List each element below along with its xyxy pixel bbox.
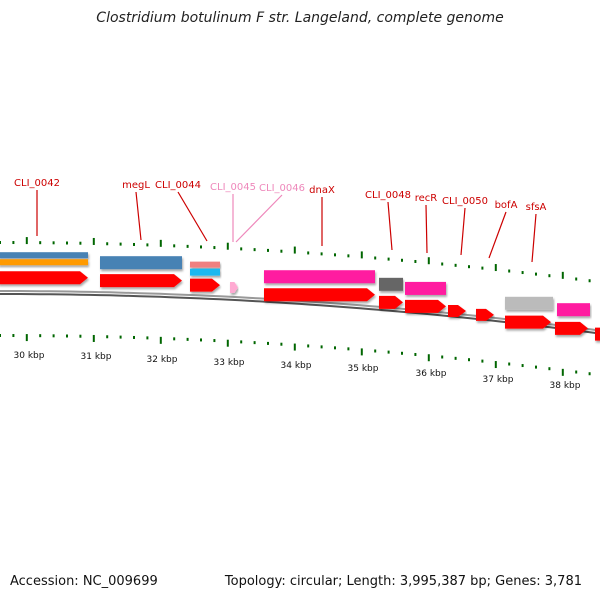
- gene-arrow-bofa-small: [476, 308, 494, 321]
- gene-cli0044-salmon: [190, 261, 220, 268]
- scale-label: 33 kbp: [214, 358, 245, 368]
- gene-cli0048-track: [379, 277, 403, 291]
- gene-label: sfsA: [526, 202, 547, 213]
- map-title: Clostridium botulinum F str. Langeland, …: [96, 10, 504, 26]
- gene-leader-line: [488, 211, 507, 259]
- gene-cli0044-cyan: [190, 268, 220, 276]
- gene-arrow-cli0048: [379, 295, 403, 309]
- gene-recr-track: [405, 281, 446, 295]
- scale-label: 35 kbp: [348, 364, 379, 374]
- gene-leader-line: [235, 194, 283, 243]
- gene-arrow-dnax: [264, 288, 375, 302]
- labels-layer: CLI_0042 megL CLI_0044 CLI_0045 CLI_0046 dnaX…: [14, 178, 547, 263]
- gene-arrow-edge: [595, 327, 600, 341]
- gene-arrow-sfsa: [555, 321, 588, 335]
- scale-label: 34 kbp: [281, 361, 312, 371]
- scale-label: 30 kbp: [14, 351, 45, 361]
- gene-label: CLI_0048: [365, 190, 411, 201]
- scale-label: 37 kbp: [483, 375, 514, 385]
- scale-label: 31 kbp: [81, 352, 112, 362]
- gene-megl-track: [100, 256, 182, 270]
- gene-label: recR: [415, 193, 438, 204]
- gene-sfsa-track: [557, 303, 590, 317]
- backbone-line-inner: [0, 293, 600, 335]
- gene-arrow-cli0044: [190, 278, 220, 292]
- gene-leader-line: [135, 191, 142, 241]
- gene-leader-line: [177, 191, 208, 242]
- gene-track-blue: [0, 252, 88, 259]
- gene-leader-line: [425, 204, 428, 254]
- gene-leader-line: [460, 207, 466, 256]
- gene-arrow-cli0045: [230, 282, 238, 294]
- gene-label: CLI_0044: [155, 180, 201, 191]
- scale-layer: 30 kbp 31 kbp 32 kbp 33 kbp 34 kbp 35 kbp 36 k…: [14, 351, 581, 391]
- gene-label: CLI_0042: [14, 178, 60, 189]
- gene-arrow-cli0042: [0, 271, 88, 285]
- ticks-layer: [0, 237, 591, 376]
- gene-track-orange: [0, 259, 88, 266]
- gene-dnax-track: [264, 270, 375, 284]
- gene-label: CLI_0050: [442, 196, 488, 207]
- gene-arrow-cli0050: [448, 304, 466, 317]
- gene-bofa-track: [505, 296, 553, 310]
- accession-text: Accession: NC_009699: [10, 574, 158, 589]
- gene-leader-line: [387, 201, 393, 251]
- gene-leader-line: [531, 213, 537, 263]
- gene-label: dnaX: [309, 185, 335, 196]
- genome-summary-text: Topology: circular; Length: 3,995,387 bp…: [224, 574, 582, 589]
- scale-label: 32 kbp: [147, 355, 178, 365]
- gene-arrow-bofa: [505, 315, 551, 329]
- gene-label: CLI_0045: [210, 182, 256, 193]
- gene-label: megL: [122, 180, 150, 191]
- gene-arrow-recr: [405, 299, 446, 313]
- features-layer: [0, 252, 600, 341]
- gene-label: bofA: [495, 200, 518, 211]
- gene-label: CLI_0046: [259, 183, 305, 194]
- scale-label: 36 kbp: [416, 369, 447, 379]
- scale-label: 38 kbp: [550, 381, 581, 391]
- gene-arrow-megl: [100, 274, 182, 288]
